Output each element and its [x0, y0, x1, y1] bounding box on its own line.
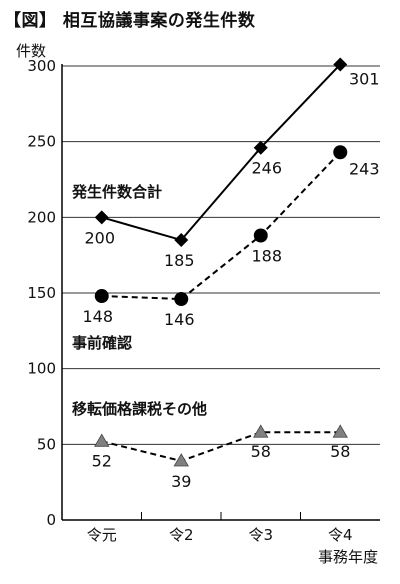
y-axis-label: 件数 — [16, 42, 47, 60]
y-tick-label: 0 — [46, 511, 56, 529]
data-label: 188 — [251, 246, 282, 265]
data-point-triangle — [173, 453, 189, 467]
data-label: 146 — [164, 310, 195, 329]
data-point-circle — [174, 292, 189, 307]
series-lines — [101, 63, 341, 463]
series-name-label: 発生件数合計 — [71, 183, 162, 201]
data-point-diamond — [174, 233, 189, 248]
data-point-diamond — [333, 57, 348, 72]
data-point-diamond — [253, 140, 268, 155]
data-labels: 200 185 246 301 発生件数合計 148 146 188 243 事前確認 52 39 58… — [71, 69, 380, 490]
chart-title: 【図】 相互協議事案の発生件数 — [4, 11, 256, 31]
y-tick-label: 300 — [27, 57, 56, 75]
y-tick-label: 200 — [27, 208, 56, 226]
data-label: 185 — [164, 251, 195, 270]
y-tick-label: 150 — [27, 284, 56, 302]
data-label: 39 — [171, 472, 191, 491]
data-label: 148 — [82, 307, 113, 326]
data-label: 58 — [251, 442, 271, 461]
x-tick-label: 令4 — [328, 526, 353, 544]
series-line-2 — [101, 151, 341, 301]
data-label: 243 — [349, 159, 380, 178]
series-line-3 — [101, 431, 341, 463]
data-label: 246 — [251, 159, 282, 178]
tick-labels: 0 50 100 150 200 250 300 令元 令2 令3 令4 — [27, 57, 352, 544]
data-point-circle — [333, 145, 348, 160]
data-point-diamond — [94, 210, 109, 225]
x-tick-label: 令2 — [169, 526, 194, 544]
series-line-1 — [101, 63, 341, 242]
y-tick-label: 250 — [27, 133, 56, 151]
y-tick-label: 50 — [37, 435, 56, 453]
data-label: 58 — [330, 442, 350, 461]
series-markers — [94, 57, 348, 467]
x-tick-label: 令3 — [248, 526, 273, 544]
data-point-triangle — [253, 424, 269, 438]
y-tick-label: 100 — [27, 360, 56, 378]
axes — [61, 64, 380, 521]
data-label: 200 — [84, 228, 115, 247]
data-label: 301 — [349, 69, 380, 88]
data-point-circle — [253, 228, 268, 243]
series-name-label: 移転価格課税その他 — [72, 400, 207, 418]
data-point-triangle — [94, 433, 110, 447]
series-name-label: 事前確認 — [72, 334, 132, 352]
x-axis-label: 事務年度 — [318, 548, 379, 566]
data-point-circle — [94, 289, 109, 304]
x-tick-label: 令元 — [87, 526, 117, 544]
data-label: 52 — [92, 451, 112, 470]
data-point-triangle — [332, 424, 348, 438]
grid-lines — [62, 65, 380, 445]
